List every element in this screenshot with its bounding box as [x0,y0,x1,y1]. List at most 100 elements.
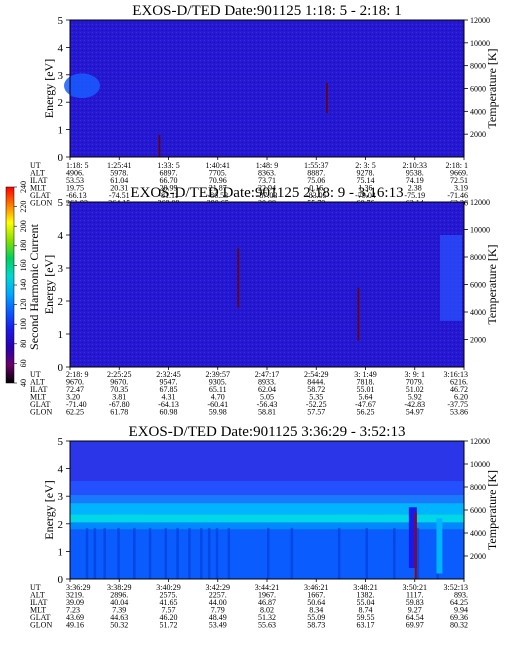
colorbar-ticks: 40 60 80 100 120 140 160 180 200 220 240 [14,181,28,387]
orbit-cell: 3:46:21 [304,583,328,592]
orbit-cell: -83.05 [306,191,327,200]
y-tick-label: 2 [58,296,64,308]
orbit-cell: -66.13 [66,191,87,200]
orbit-cell: -67.80 [109,400,130,409]
orbit-cell: 40.04 [110,598,128,607]
orbit-row-label: GLON [30,621,52,630]
energy-band [70,503,464,515]
orbit-cell: 9669. [450,169,468,178]
orbit-cell: 9.27 [408,606,422,615]
striation [148,527,152,579]
y-tick-label: 3 [58,491,64,503]
energy-band [70,494,464,504]
orbit-cell: 51.02 [406,385,424,394]
orbit-cell: 3:48:21 [353,583,377,592]
orbit-cell: 2:32:45 [156,370,180,379]
orbit-cell: -74.51 [109,191,130,200]
striation [290,527,294,579]
orbit-cell: 21.87 [209,184,227,193]
orbit-cell: 3:40:29 [156,583,180,592]
orbit-cell: 3:42:29 [206,583,230,592]
bright-feature [436,518,443,574]
y-tick-label: 3 [58,70,64,82]
striation [393,527,396,579]
orbit-cell: 57.57 [307,408,325,417]
orbit-table: UT 3:36:29 3:38:29 3:40:29 3:42:29 3:44:21 3:4… [30,583,468,630]
spike [237,248,240,308]
y-axis: 0 1 2 3 4 5 Energy [eV] [42,436,70,586]
orbit-cell: 75.14 [357,176,375,185]
orbit-cell: -42.83 [404,400,425,409]
orbit-cell: 70.96 [209,176,227,185]
orbit-cell: 55.01 [357,385,375,394]
orbit-cell: 3219. [66,591,84,600]
energy-band [70,441,464,482]
orbit-cell: 62.25 [66,408,84,417]
orbit-cell: 55.04 [357,598,375,607]
orbit-cell: 2:18: 9 [66,370,88,379]
panel-2: EXOS-D/TED Date:901125 2:18: 9 - 3:16:13… [30,185,499,417]
orbit-cell: 53.53 [66,176,84,185]
x-axis [69,367,465,370]
orbit-cell: 69.97 [406,621,424,630]
striation [103,527,106,579]
orbit-cell: 59.98 [209,408,227,417]
orbit-cell: 3:50:21 [403,583,427,592]
spectrogram-area [70,441,464,579]
orbit-cell: -86.53 [207,191,228,200]
orbit-cell: 44.00 [209,598,227,607]
orbit-cell: 1382. [357,591,375,600]
orbit-cell: 2575. [160,591,178,600]
orbit-cell: 58.72 [307,385,325,394]
orbit-cell: 0.16 [309,184,323,193]
orbit-cell: 46.87 [258,598,276,607]
y-axis: 0 1 2 3 4 5 Energy [eV] [42,197,70,374]
orbit-cell: 3:52:13 [444,583,468,592]
orbit-cell: 3.81 [112,393,126,402]
orbit-cell: 2:10:33 [403,161,427,170]
y-axis-label: Energy [eV] [42,480,56,539]
orbit-cell: 61.04 [110,176,128,185]
y-tick-label: 0 [58,362,64,374]
orbit-cell: 19.75 [66,184,84,193]
y2-tick-label: 10000 [470,39,490,48]
y2-tick-label: 6000 [470,85,486,94]
orbit-row-label: GLAT [30,613,51,622]
orbit-cell: 2257. [209,591,227,600]
orbit-cell: -56.43 [257,400,278,409]
panel-title: EXOS-D/TED Date:901125 1:18: 5 - 2:18: 1 [132,3,401,19]
orbit-cell: 3:44:21 [255,583,279,592]
orbit-cell: 3:38:29 [107,583,131,592]
orbit-cell: 58.81 [258,408,276,417]
striation [207,527,211,579]
orbit-row-label: GLON [30,199,52,208]
colorbar-tick-label: 180 [19,240,28,252]
orbit-table: UT 2:18: 9 2:25:25 2:32:45 2:39:57 2:47:17 2:5… [30,370,468,417]
orbit-cell: 7.57 [162,606,176,615]
orbit-cell: 9278. [357,169,375,178]
y-tick-label: 3 [58,263,64,275]
spectrogram-noise [70,202,464,367]
y2-tick-label: 2000 [470,552,486,561]
orbit-cell: 66.70 [160,176,178,185]
orbit-cell: 2:54:29 [304,370,328,379]
orbit-cell: 9670. [110,378,128,387]
orbit-row-label: ALT [30,169,45,178]
orbit-cell: 8.02 [260,606,274,615]
spike [357,287,360,341]
orbit-cell: 1.36 [359,184,373,193]
colorbar-tick-label: 240 [19,181,28,193]
spectrogram-area [64,20,464,157]
orbit-cell: 48.49 [209,613,227,622]
panel-1: EXOS-D/TED Date:901125 1:18: 5 - 2:18: 1… [30,3,499,208]
y2-tick-label: 4000 [470,529,486,538]
orbit-cell: 7.23 [66,606,80,615]
orbit-cell: -37.75 [447,400,468,409]
orbit-cell: 69.36 [450,613,468,622]
orbit-row-label: UT [30,161,41,170]
orbit-cell: 3: 9: 1 [405,370,425,379]
spectrogram-noise [70,20,464,157]
y2-axis: 2000 4000 6000 8000 10000 12000 Temperature [K… [464,437,499,561]
colorbar-tick-label: 40 [19,379,28,387]
